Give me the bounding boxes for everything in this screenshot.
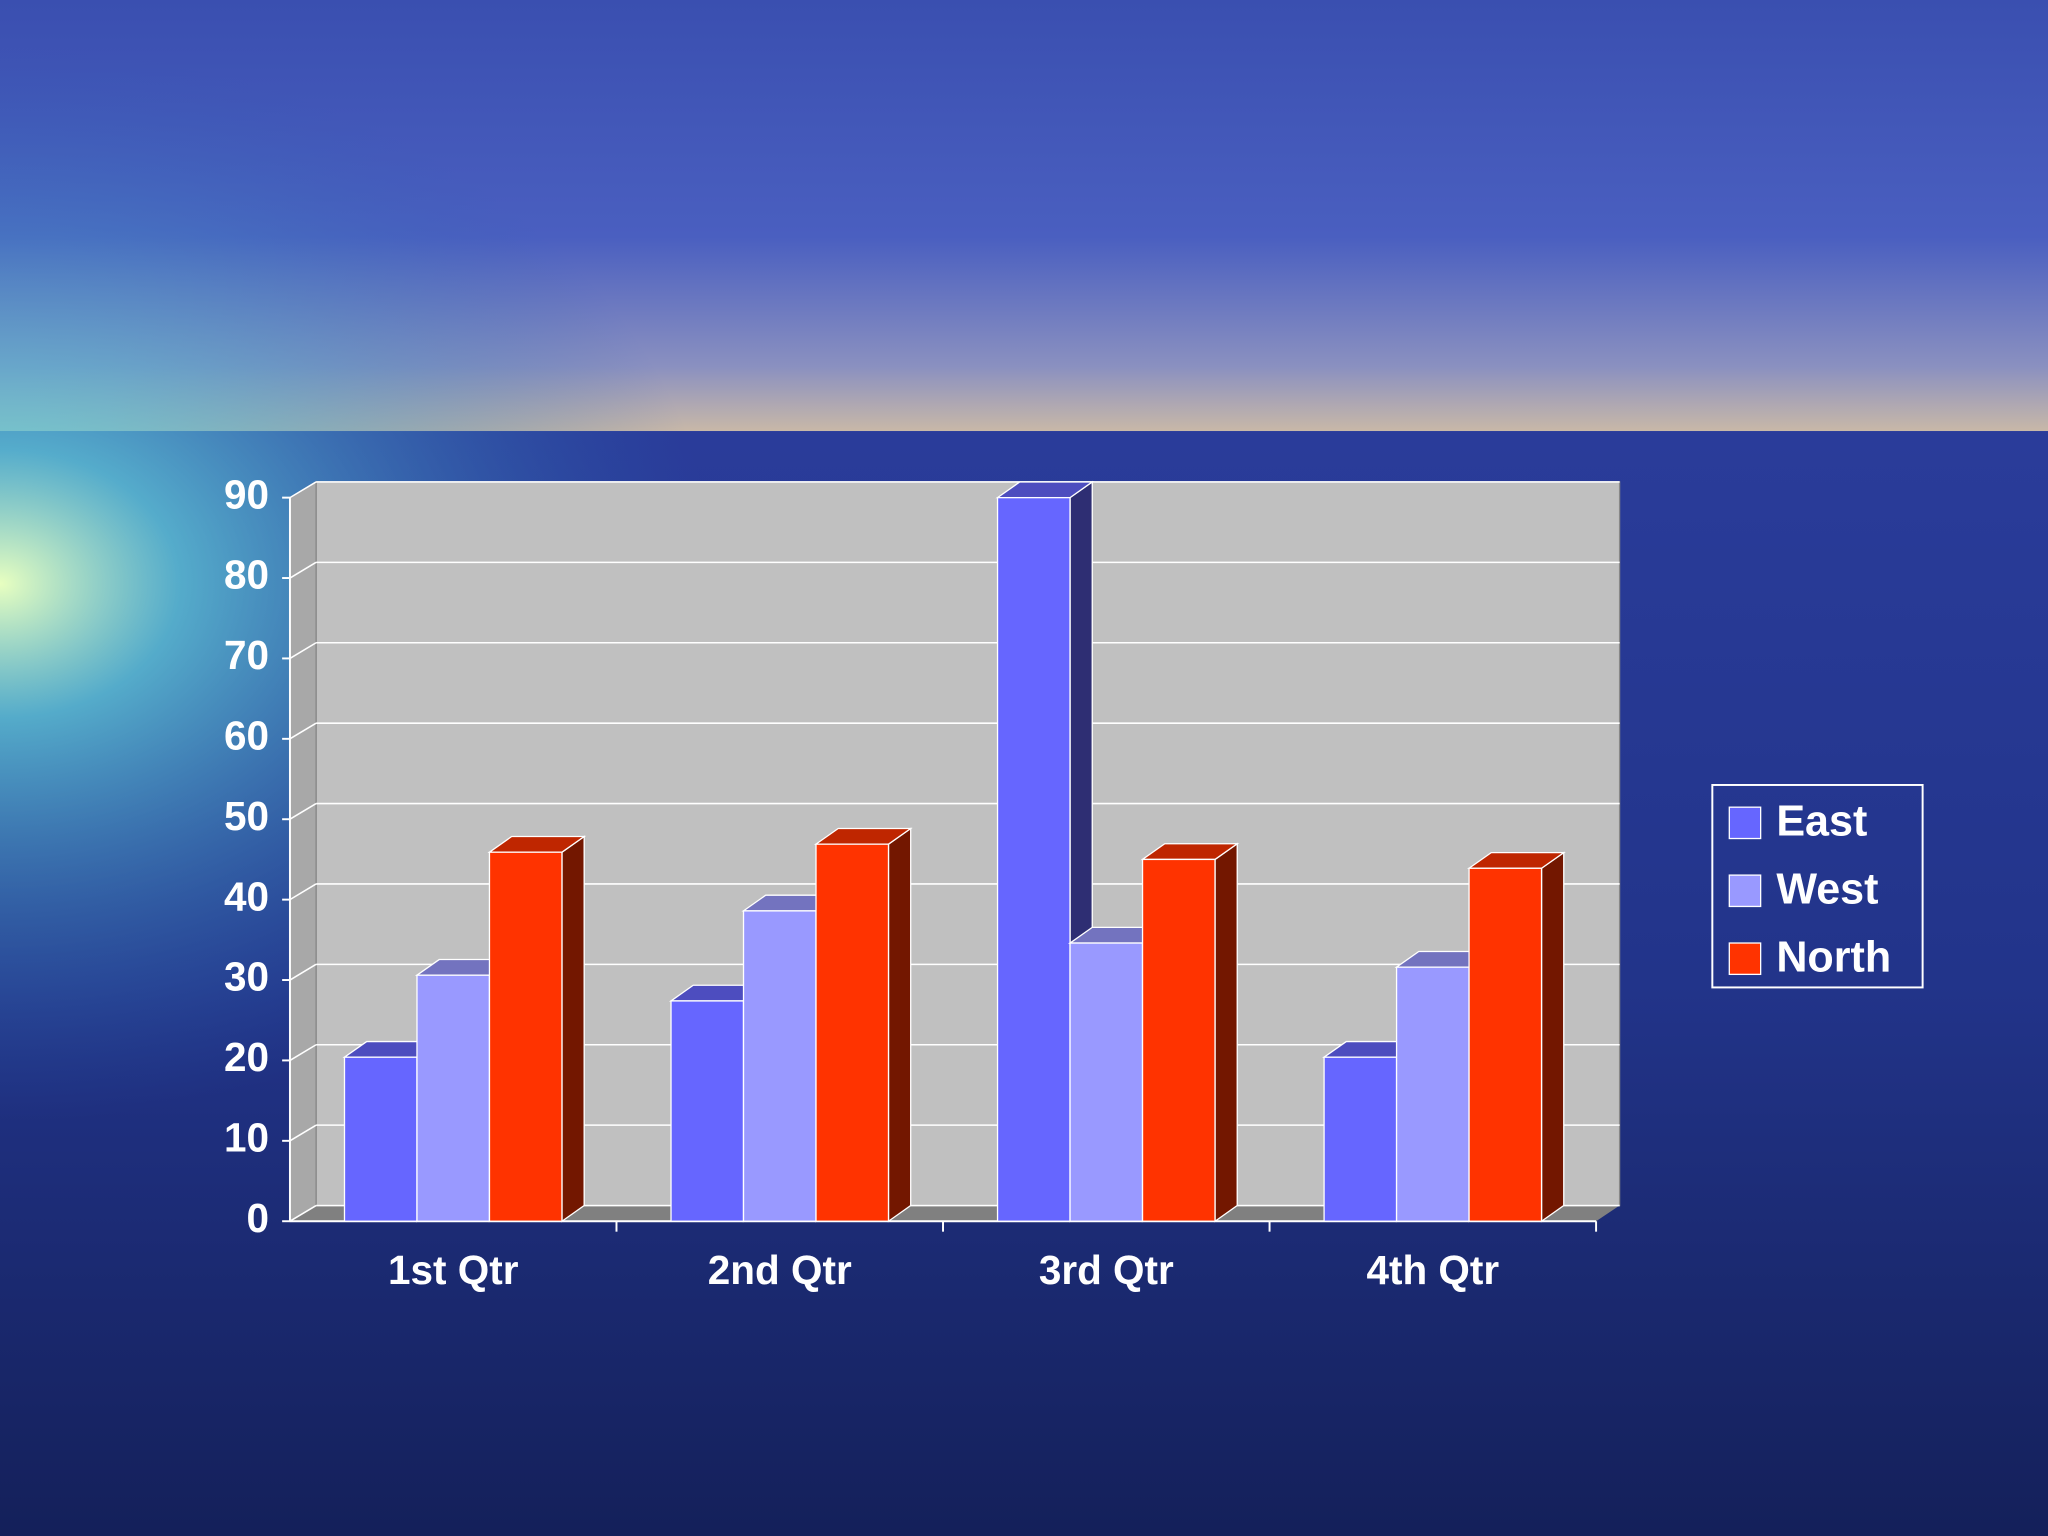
bar-side <box>887 827 912 1223</box>
x-tick-label: 1st Qtr <box>388 1247 519 1293</box>
y-tick-label: 60 <box>224 713 269 759</box>
chart: 0 10 20 30 40 50 60 70 80 90 1st Qtr 2nd Qtr 3rd Qtr… <box>224 471 1924 1293</box>
y-tick-label: 70 <box>224 632 269 678</box>
bar-side <box>1540 851 1565 1223</box>
grid-line-side <box>289 642 317 660</box>
legend-label: North <box>1776 933 1891 981</box>
grid-line-side <box>289 1044 317 1062</box>
y-tick-label: 40 <box>224 873 269 919</box>
grid-line-side <box>289 963 317 981</box>
y-tick-label: 80 <box>224 552 269 598</box>
y-tick-label: 0 <box>247 1195 270 1241</box>
bar <box>996 496 1071 1222</box>
bar-side <box>561 835 585 1223</box>
grid-line-side <box>289 561 317 579</box>
bar <box>815 843 890 1222</box>
floor <box>289 1205 1620 1222</box>
x-tick-label: 3rd Qtr <box>1039 1247 1174 1293</box>
y-tick-label: 90 <box>224 471 269 517</box>
bar <box>416 974 491 1222</box>
grid-line-side <box>289 481 317 499</box>
bar <box>1468 867 1543 1222</box>
bar <box>1323 1056 1398 1222</box>
bar-side <box>1214 842 1238 1223</box>
y-tick-label: 30 <box>224 954 269 1000</box>
grid-line-side <box>289 1124 317 1142</box>
legend-swatch <box>1728 874 1762 908</box>
bar <box>1141 858 1216 1222</box>
bar <box>670 1000 745 1222</box>
bar <box>488 851 563 1222</box>
bar <box>1069 942 1144 1222</box>
legend-swatch <box>1728 806 1762 840</box>
grid-line-side <box>289 1204 317 1222</box>
bar <box>343 1056 418 1222</box>
grid-line-side <box>289 722 317 740</box>
y-tick-label: 10 <box>224 1115 269 1161</box>
legend-box <box>1711 784 1924 989</box>
y-tick-label: 20 <box>224 1034 269 1080</box>
grid-line-side <box>289 802 317 820</box>
x-tick-label: 2nd Qtr <box>708 1247 852 1293</box>
grid-line-side <box>289 883 317 901</box>
side-wall <box>289 480 317 1223</box>
x-tick-label: 4th Qtr <box>1366 1247 1499 1293</box>
legend-swatch <box>1728 942 1762 976</box>
bar <box>742 910 817 1222</box>
legend-label: East <box>1776 798 1867 846</box>
y-tick-label: 50 <box>224 793 269 839</box>
legend-label: West <box>1776 865 1878 913</box>
bar <box>1395 966 1470 1222</box>
